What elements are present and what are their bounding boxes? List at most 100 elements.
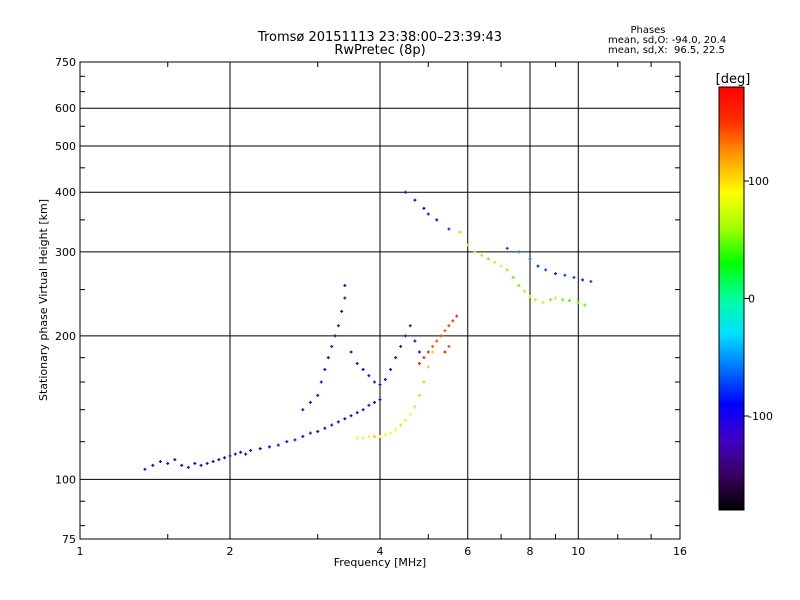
- data-point: [466, 243, 470, 247]
- data-point: [447, 324, 451, 328]
- data-point: [378, 398, 382, 402]
- data-point: [343, 296, 347, 300]
- data-point: [258, 447, 262, 451]
- phase-stats-heading: Phases: [630, 25, 665, 36]
- data-point: [528, 257, 532, 261]
- data-point: [553, 272, 557, 276]
- data-point: [403, 334, 407, 338]
- data-point: [244, 452, 248, 456]
- data-point: [417, 350, 421, 354]
- x-axis-label: Frequency [MHz]: [334, 556, 426, 569]
- data-point: [361, 436, 365, 440]
- chart-subtitle: RwPretec (8p): [334, 43, 425, 58]
- data-point: [447, 227, 451, 231]
- data-point: [435, 218, 439, 222]
- colorbar-ticks: 100 0 -100: [744, 175, 773, 423]
- data-point: [308, 431, 312, 435]
- data-point: [326, 356, 330, 360]
- data-point: [426, 212, 430, 216]
- data-point: [451, 319, 455, 323]
- x-tick-label: 6: [464, 545, 471, 558]
- y-tick-label: 600: [55, 102, 76, 115]
- y-tick-label: 200: [55, 330, 76, 343]
- x-tick-label: 1: [77, 545, 84, 558]
- data-point: [473, 250, 477, 254]
- data-point: [378, 383, 382, 387]
- data-point: [293, 438, 297, 442]
- data-point: [367, 374, 371, 378]
- data-point: [563, 273, 567, 277]
- data-point: [541, 300, 545, 304]
- colorbar-tick-label: -100: [748, 410, 773, 423]
- data-point: [408, 324, 412, 328]
- data-point: [389, 367, 393, 371]
- data-point: [276, 443, 280, 447]
- data-point: [413, 198, 417, 202]
- data-point: [373, 400, 377, 404]
- data-point: [422, 206, 426, 210]
- data-point: [323, 367, 327, 371]
- data-point: [249, 448, 253, 452]
- data-point: [361, 367, 365, 371]
- x-tick-label: 8: [527, 545, 534, 558]
- x-tick-label: 4: [377, 545, 384, 558]
- data-point: [355, 411, 359, 415]
- data-point: [228, 454, 232, 458]
- data-point: [426, 365, 430, 369]
- x-axis-ticks: 1 2 4 6 8 10 16: [77, 62, 687, 558]
- data-point: [166, 461, 170, 465]
- data-point: [505, 268, 509, 272]
- data-point: [199, 463, 203, 467]
- data-point: [417, 361, 421, 365]
- data-point: [399, 423, 403, 427]
- data-point: [205, 461, 209, 465]
- data-point: [486, 257, 490, 261]
- data-point: [239, 450, 243, 454]
- data-point: [217, 458, 221, 462]
- data-point: [523, 289, 527, 293]
- data-point: [517, 283, 521, 287]
- data-point: [158, 460, 162, 464]
- data-point: [431, 344, 435, 348]
- data-point: [349, 350, 353, 354]
- data-point: [493, 260, 497, 264]
- data-point: [316, 430, 320, 434]
- data-point: [378, 435, 382, 439]
- data-point: [349, 414, 353, 418]
- y-tick-label: 500: [55, 140, 76, 153]
- data-point: [480, 253, 484, 257]
- data-point: [233, 452, 237, 456]
- data-point: [505, 246, 509, 250]
- y-tick-label: 75: [62, 533, 76, 546]
- data-point: [361, 408, 365, 412]
- data-point: [589, 279, 593, 283]
- chart-title: Tromsø 20151113 23:38:00–23:39:43: [257, 30, 502, 45]
- data-point: [343, 283, 347, 287]
- data-point: [408, 412, 412, 416]
- colorbar-tick-label: 0: [748, 293, 755, 306]
- data-point: [544, 268, 548, 272]
- data-point: [499, 264, 503, 268]
- data-point: [336, 420, 340, 424]
- data-point: [413, 339, 417, 343]
- data-point: [458, 230, 462, 234]
- data-point: [355, 361, 359, 365]
- data-point: [319, 380, 323, 384]
- data-point: [373, 435, 377, 439]
- data-point: [422, 380, 426, 384]
- data-point: [447, 344, 451, 348]
- data-point: [186, 465, 190, 469]
- data-point: [517, 250, 521, 254]
- data-point: [576, 300, 580, 304]
- colorbar-tick-label: 100: [748, 175, 769, 188]
- data-point: [301, 435, 305, 439]
- data-point: [394, 356, 398, 360]
- data-point: [330, 344, 334, 348]
- data-point: [511, 276, 515, 280]
- data-point: [316, 393, 320, 397]
- y-tick-label: 300: [55, 246, 76, 259]
- data-point: [431, 350, 435, 354]
- data-point: [223, 456, 227, 460]
- data-point: [561, 298, 565, 302]
- phase-stats-x-mode: mean, sd,X: 96.5, 22.5: [608, 45, 725, 56]
